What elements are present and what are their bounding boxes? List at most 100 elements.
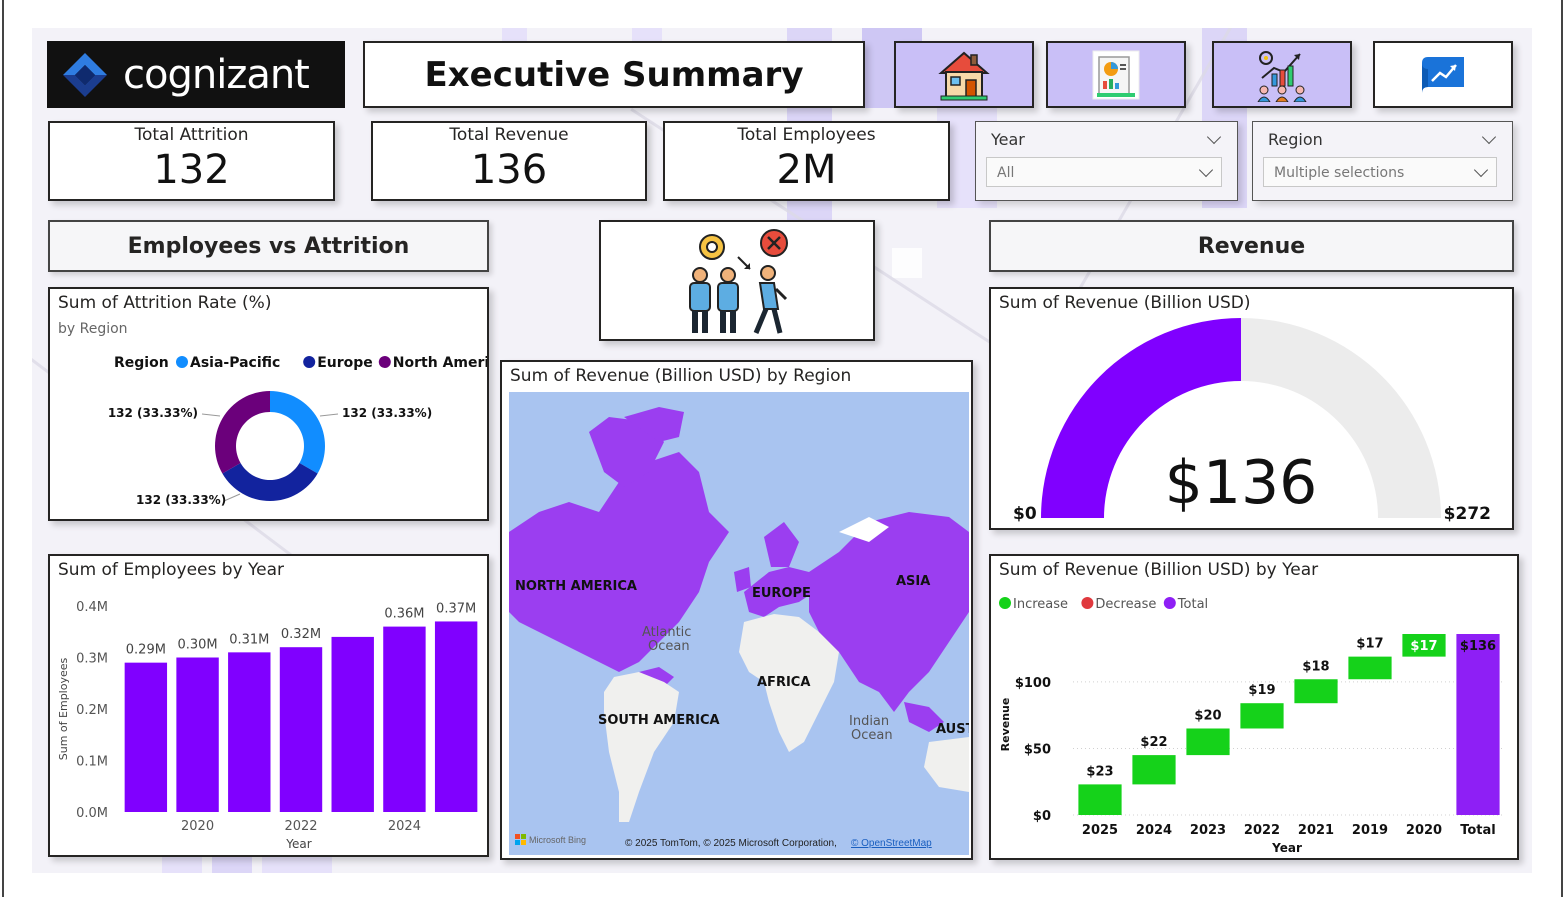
analytics-icon xyxy=(1257,50,1307,102)
waterfall-bar-2020 xyxy=(1402,634,1446,657)
y-tick-label: 0.3M xyxy=(76,652,108,667)
gauge-plot: $136 $0 $272 xyxy=(1013,318,1491,524)
waterfall-bar-2022 xyxy=(1240,703,1284,729)
gauge-min-label: $0 xyxy=(1013,504,1037,524)
map-label-indian: Indian xyxy=(849,714,889,729)
region-slicer-label: Region xyxy=(1268,130,1323,149)
nav-analytics-button[interactable] xyxy=(1212,41,1352,108)
gauge-value-arc xyxy=(1041,318,1241,518)
trend-icon xyxy=(1422,56,1464,93)
y-tick-label: $0 xyxy=(1033,809,1051,824)
kpi-attrition-label: Total Attrition xyxy=(134,125,249,145)
legend-item: Total xyxy=(1177,597,1208,612)
x-tick-label: 2025 xyxy=(1082,823,1118,838)
y-axis-title: Revenue xyxy=(999,698,1012,752)
employees-bar-chart[interactable]: Sum of Employees by Year 0.0M 0.1M 0.2M 0.3… xyxy=(48,554,489,857)
revenue-gauge[interactable]: Sum of Revenue (Billion USD) $136 $0 $272 xyxy=(989,287,1514,530)
data-label: 132 (33.33%) xyxy=(136,493,226,507)
data-label: 0.32M xyxy=(281,627,321,642)
chart-title: Sum of Revenue (Billion USD) by Region xyxy=(510,366,852,386)
kpi-employees-label: Total Employees xyxy=(737,125,876,145)
waterfall-bar-total xyxy=(1456,634,1500,815)
legend-marker xyxy=(303,356,316,368)
gauge-max-label: $272 xyxy=(1444,504,1491,524)
y-tick-label: 0.2M xyxy=(76,703,108,718)
kpi-total-employees: Total Employees 2M xyxy=(663,121,950,201)
map-label-south-america: SOUTH AMERICA xyxy=(598,713,720,728)
x-tick-label: 2020 xyxy=(181,819,214,834)
waterfall-bar-2024 xyxy=(1132,755,1176,785)
kpi-revenue-value: 136 xyxy=(470,147,548,193)
waterfall-bar-2025 xyxy=(1078,784,1122,815)
legend-marker xyxy=(999,597,1011,609)
data-label: $18 xyxy=(1302,659,1329,674)
bar-2021 xyxy=(228,652,271,812)
y-tick-label: $100 xyxy=(1015,676,1051,691)
logo-text: cognizant xyxy=(123,51,310,98)
legend-item: Europe xyxy=(317,355,373,371)
openstreetmap-link[interactable]: © OpenStreetMap xyxy=(851,838,932,849)
x-tick-label: 2021 xyxy=(1298,823,1334,838)
kpi-revenue-label: Total Revenue xyxy=(449,125,569,145)
section-title: Employees vs Attrition xyxy=(127,233,410,259)
donut-slice-north-america xyxy=(215,391,270,474)
region-slicer-dropdown[interactable]: Multiple selections xyxy=(1263,157,1497,187)
x-tick-label: 2022 xyxy=(1244,823,1280,838)
legend-marker xyxy=(176,356,188,368)
region-slicer: Region Multiple selections xyxy=(1252,121,1513,201)
kpi-total-attrition: Total Attrition 132 xyxy=(48,121,335,201)
x-tick-label: 2023 xyxy=(1190,823,1226,838)
section-header-revenue: Revenue xyxy=(989,220,1514,272)
bing-logo-text: Microsoft Bing xyxy=(529,835,586,845)
data-label: 132 (33.33%) xyxy=(342,406,432,420)
x-tick-label: 2022 xyxy=(284,819,317,834)
leader-line xyxy=(319,413,339,417)
map-label-africa: AFRICA xyxy=(757,675,810,690)
data-label: 0.30M xyxy=(177,638,217,653)
x-tick-label: 2020 xyxy=(1406,823,1442,838)
y-tick-label: $50 xyxy=(1024,742,1051,757)
page-title-card: Executive Summary xyxy=(363,41,865,108)
data-label: $22 xyxy=(1140,735,1167,750)
report-icon xyxy=(1092,50,1140,99)
revenue-waterfall-chart[interactable]: Sum of Revenue (Billion USD) by Year Inc… xyxy=(989,554,1519,860)
x-tick-label: 2024 xyxy=(388,819,421,834)
nav-trend-button[interactable] xyxy=(1373,41,1513,108)
nav-report-button[interactable] xyxy=(1046,41,1186,108)
bar-2022 xyxy=(279,647,323,812)
map-label-indian-ocean: Ocean xyxy=(851,728,893,743)
kpi-attrition-value: 132 xyxy=(153,147,230,193)
legend-marker xyxy=(1163,597,1176,609)
legend-item: Decrease xyxy=(1095,597,1156,612)
map-label-atlantic: Atlantic xyxy=(642,625,691,640)
y-tick-label: 0.4M xyxy=(76,600,108,615)
nav-home-button[interactable] xyxy=(894,41,1034,108)
chart-title: Sum of Employees by Year xyxy=(58,560,285,580)
donut-slice-asia-pacific xyxy=(270,391,325,474)
year-slicer-dropdown[interactable]: All xyxy=(986,157,1222,187)
waterfall-bar-2019 xyxy=(1348,656,1392,680)
chart-subtitle: by Region xyxy=(58,321,128,337)
map-label-europe: EUROPE xyxy=(752,586,811,601)
leader-line xyxy=(223,493,241,502)
revenue-map[interactable]: Sum of Revenue (Billion USD) by Region N… xyxy=(500,360,973,860)
page-title: Executive Summary xyxy=(424,54,804,95)
donut-plot: Region Asia-Pacific Europe North America 132… xyxy=(108,355,487,507)
chevron-down-icon[interactable] xyxy=(1481,129,1497,145)
brand-logo: cognizant xyxy=(47,41,345,108)
legend-item: North America xyxy=(393,355,487,371)
bar-2019 xyxy=(124,662,168,812)
chevron-down-icon[interactable] xyxy=(1206,129,1222,145)
year-slicer-value: All xyxy=(997,165,1015,181)
bar-2023 xyxy=(331,636,374,812)
x-tick-label: 2019 xyxy=(1352,823,1388,838)
data-label: 0.37M xyxy=(436,601,476,616)
x-tick-label: 2024 xyxy=(1136,823,1172,838)
attrition-donut-chart[interactable]: Sum of Attrition Rate (%) by Region Regi… xyxy=(48,287,489,521)
map-attribution: © 2025 TomTom, © 2025 Microsoft Corporat… xyxy=(625,838,837,849)
chart-title: Sum of Revenue (Billion USD) xyxy=(999,293,1251,313)
data-label: $19 xyxy=(1248,683,1275,698)
world-map[interactable]: NORTH AMERICA EUROPE ASIA AFRICA SOUTH A… xyxy=(509,392,969,855)
data-label: 0.31M xyxy=(229,632,269,647)
